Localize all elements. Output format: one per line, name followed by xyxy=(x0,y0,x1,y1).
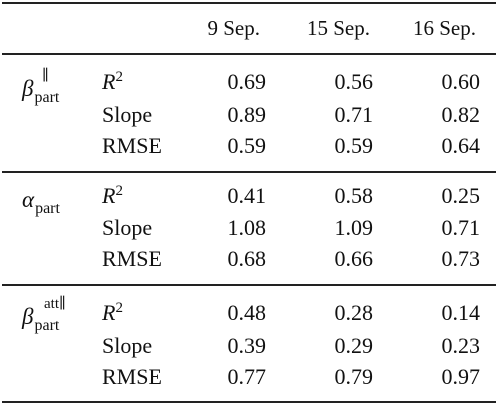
group-1-symbol-sub: part xyxy=(34,89,60,106)
group-1-symbol: β ∥ part xyxy=(22,68,59,106)
group-3-row-2-metric: Slope xyxy=(102,333,153,358)
group-rule-1 xyxy=(2,171,496,173)
group-1-row-3-value-16-sep: 0.64 xyxy=(441,133,481,158)
bottom-rule xyxy=(2,401,496,403)
column-header-9-sep: 9 Sep. xyxy=(207,16,261,40)
group-1-row-1-metric: R2 xyxy=(102,69,123,98)
group-2-row-3-value-16-sep: 0.73 xyxy=(441,246,481,271)
group-2-row-2-value-16-sep: 0.71 xyxy=(441,215,481,240)
group-1-row-1-metric-sup: 2 xyxy=(115,69,123,85)
group-3-row-1-value-15-sep: 0.28 xyxy=(334,300,374,325)
group-3-row-2-value-16-sep: 0.23 xyxy=(441,333,481,358)
group-2-row-3-value-9-sep: 0.68 xyxy=(227,246,267,271)
group-3-row-1-value-9-sep: 0.48 xyxy=(227,300,267,325)
group-3-row-3-metric: RMSE xyxy=(102,364,162,389)
group-2-row-3-value-15-sep: 0.66 xyxy=(334,246,374,271)
group-3-symbol: β att∥ part xyxy=(22,296,66,334)
group-3-symbol-sub: part xyxy=(34,317,60,334)
group-1-row-2-value-15-sep: 0.71 xyxy=(334,102,374,127)
group-3-row-1-metric-sup: 2 xyxy=(115,300,123,316)
group-3-row-3-value-9-sep: 0.77 xyxy=(227,364,267,389)
group-2-row-1-metric: R2 xyxy=(102,183,123,212)
group-1-row-1-value-15-sep: 0.56 xyxy=(334,69,374,94)
group-1-symbol-sup: ∥ xyxy=(42,68,49,84)
group-1-symbol-base: β xyxy=(22,76,34,101)
group-2-row-2-value-15-sep: 1.09 xyxy=(334,215,374,240)
column-header-15-sep: 15 Sep. xyxy=(307,16,370,40)
group-1-row-3-metric: RMSE xyxy=(102,133,162,158)
group-1-row-2-metric: Slope xyxy=(102,102,153,127)
group-2-symbol: αpart xyxy=(22,187,60,217)
group-2-row-1-metric-sup: 2 xyxy=(115,183,123,199)
group-rule-2 xyxy=(2,284,496,286)
group-1-row-2-value-16-sep: 0.82 xyxy=(441,102,481,127)
group-1-row-3-value-9-sep: 0.59 xyxy=(227,133,267,158)
group-2-symbol-base: α xyxy=(22,187,35,212)
group-2-row-3-metric: RMSE xyxy=(102,246,162,271)
group-3-row-3-value-16-sep: 0.97 xyxy=(441,364,481,389)
group-3-row-2-value-9-sep: 0.39 xyxy=(227,333,267,358)
group-2-row-2-metric: Slope xyxy=(102,215,153,240)
group-2-row-1-value-16-sep: 0.25 xyxy=(441,183,481,208)
group-1-row-1-value-9-sep: 0.69 xyxy=(227,69,267,94)
group-3-row-1-metric-base: R xyxy=(102,300,116,325)
column-header-16-sep: 16 Sep. xyxy=(413,16,476,40)
group-1-row-1-value-16-sep: 0.60 xyxy=(441,69,481,94)
group-2-symbol-sub: part xyxy=(35,200,60,217)
group-1-row-3-value-15-sep: 0.59 xyxy=(334,133,374,158)
group-3-row-1-value-16-sep: 0.14 xyxy=(441,300,481,325)
group-1-row-2-value-9-sep: 0.89 xyxy=(227,102,267,127)
group-2-row-2-value-9-sep: 1.08 xyxy=(227,215,267,240)
group-3-row-3-value-15-sep: 0.79 xyxy=(334,364,374,389)
group-2-row-1-metric-base: R xyxy=(102,183,116,208)
group-3-row-1-metric: R2 xyxy=(102,300,123,329)
header-rule xyxy=(2,53,496,55)
top-rule xyxy=(2,2,496,4)
group-2-row-1-value-9-sep: 0.41 xyxy=(227,183,267,208)
group-3-row-2-value-15-sep: 0.29 xyxy=(334,333,374,358)
group-2-row-1-value-15-sep: 0.58 xyxy=(334,183,374,208)
group-1-row-1-metric-base: R xyxy=(102,69,116,94)
group-3-symbol-sup: att∥ xyxy=(44,296,66,312)
group-3-symbol-base: β xyxy=(22,304,34,329)
